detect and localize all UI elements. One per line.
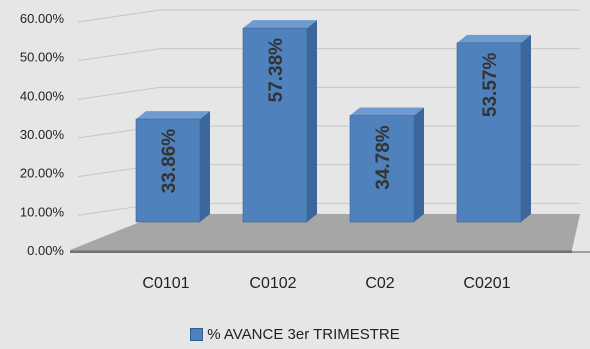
bar-side (307, 20, 317, 223)
bar-top (350, 107, 424, 116)
data-label: 57.38% (266, 38, 287, 103)
bar-side (200, 111, 210, 222)
legend: % AVANCE 3er TRIMESTRE (0, 326, 590, 343)
data-label: 34.78% (373, 125, 394, 190)
y-tick-label: 0.00% (27, 243, 64, 258)
y-tick-label: 10.00% (20, 204, 65, 219)
y-tick-label: 20.00% (20, 166, 65, 181)
x-tick-label: C02 (365, 275, 394, 292)
y-tick-label: 40.00% (20, 88, 65, 103)
bar-side (521, 34, 531, 222)
bar (349, 115, 415, 223)
y-tick-label: 60.00% (20, 11, 65, 26)
x-tick-label: C0101 (142, 275, 189, 292)
bar (242, 27, 308, 223)
bar (135, 118, 201, 223)
y-tick-label: 30.00% (20, 127, 65, 142)
floor (70, 214, 580, 250)
gridline-depth (77, 86, 161, 100)
bar (456, 42, 522, 223)
data-label: 53.57% (480, 53, 501, 118)
gridline-depth (77, 48, 161, 62)
bar-top (136, 111, 210, 120)
bar-top (243, 20, 317, 29)
bar-side (414, 107, 424, 222)
legend-label: % AVANCE 3er TRIMESTRE (207, 326, 400, 343)
data-label: 33.86% (159, 129, 180, 194)
y-tick-label: 50.00% (20, 50, 65, 65)
gridline-depth (77, 9, 161, 23)
x-tick-label: C0102 (249, 275, 296, 292)
x-tick-label: C0201 (463, 275, 510, 292)
bar-top (457, 34, 531, 43)
legend-swatch (190, 328, 204, 341)
